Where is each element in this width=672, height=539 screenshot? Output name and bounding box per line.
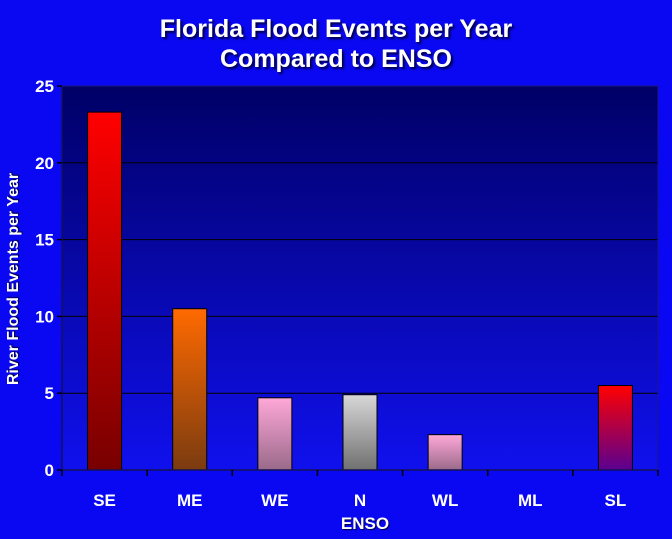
y-tick-label: 0 bbox=[45, 461, 54, 480]
plot-frame bbox=[61, 85, 659, 471]
x-tick-label: SL bbox=[605, 491, 627, 510]
chart-title-line-1: Florida Flood Events per Year bbox=[159, 15, 513, 43]
axes bbox=[57, 85, 659, 476]
y-tick-label: 20 bbox=[35, 154, 54, 173]
x-tick-label: ME bbox=[177, 491, 203, 510]
chart-title: Florida Flood Events per Year Compared t… bbox=[0, 14, 672, 74]
bar-we bbox=[257, 397, 293, 471]
bar-me bbox=[172, 308, 208, 471]
bar-sl bbox=[597, 385, 633, 471]
x-tick-label: SE bbox=[93, 491, 116, 510]
bar-n bbox=[342, 394, 378, 471]
y-tick-label: 25 bbox=[35, 77, 54, 96]
y-tick-label: 5 bbox=[45, 384, 54, 403]
bar-wl bbox=[427, 434, 463, 471]
y-axis-label: River Flood Events per Year bbox=[5, 172, 22, 386]
x-tick-label: ML bbox=[518, 491, 543, 510]
x-tick-labels: SE ME WE N WL ML SL bbox=[93, 491, 626, 510]
y-tick-labels: 0 5 10 15 20 25 bbox=[35, 77, 54, 480]
x-tick-label: WL bbox=[432, 491, 458, 510]
x-tick-label: N bbox=[354, 491, 366, 510]
chart-title-line-2: Compared to ENSO bbox=[220, 45, 452, 73]
x-axis-label: ENSO bbox=[340, 514, 390, 533]
x-tick-label: WE bbox=[261, 491, 288, 510]
y-tick-label: 15 bbox=[35, 231, 54, 250]
bar-se bbox=[87, 111, 123, 471]
bars bbox=[87, 111, 633, 471]
y-tick-label: 10 bbox=[35, 307, 54, 326]
